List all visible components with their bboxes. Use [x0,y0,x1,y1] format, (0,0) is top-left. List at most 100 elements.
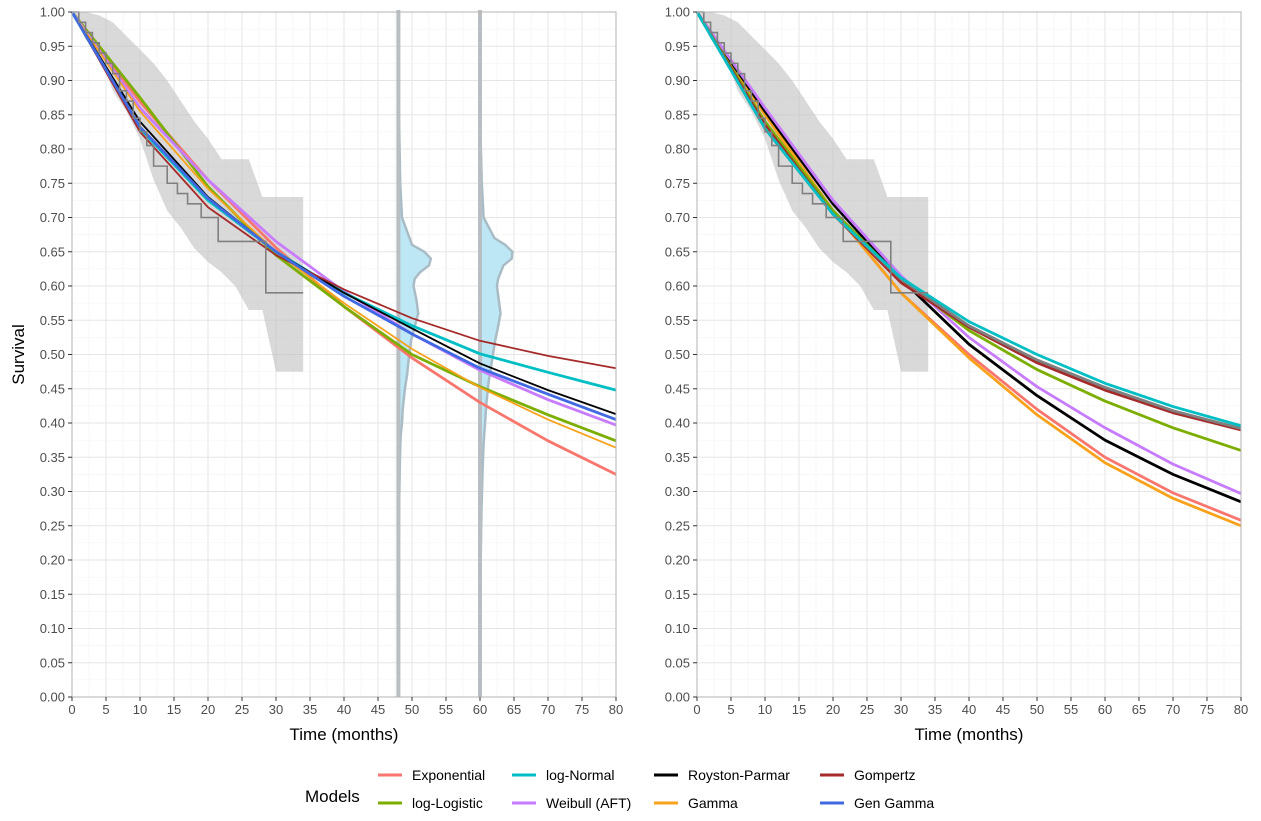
y-tick-label: 0.60 [40,279,65,294]
x-tick-label: 45 [996,702,1010,717]
y-tick-label: 0.40 [665,416,690,431]
legend-label: log-Normal [546,767,614,783]
series-gamma [695,11,1242,528]
y-tick-label: 0.85 [665,107,690,122]
kaplan-meier-step [72,11,304,294]
y-tick-label: 0.05 [665,655,690,670]
left-panel: 0 5 10 15 20 25 30 35 40 45 50 55 60 65 70 75 80 0.00 0.05… [9,5,623,745]
y-tick-label: 0.70 [40,210,65,225]
right-panel: 0 5 10 15 20 25 30 35 40 45 50 55 60 65 70 75 80 0.00 0.05… [665,5,1249,745]
legend-item-log-normal: log-Normal [512,767,614,783]
x-tick-label: 20 [826,702,840,717]
x-tick-label: 30 [269,702,283,717]
x-tick-label: 30 [894,702,908,717]
legend-item-royston-parmar: Royston-Parmar [654,767,790,783]
legend-label: Gen Gamma [854,795,934,811]
y-tick-label: 0.25 [665,518,690,533]
y-tick-label: 0.20 [665,553,690,568]
y-tick-label: 0.20 [40,553,65,568]
x-tick-label: 50 [405,702,419,717]
x-tick-label: 0 [693,702,700,717]
kaplan-meier-step [697,11,929,294]
legend-label: Exponential [412,767,485,783]
legend-label: Weibull (AFT) [546,795,631,811]
y-tick-label: 0.55 [665,313,690,328]
y-tick-label: 0.15 [40,587,65,602]
x-tick-label: 80 [1234,702,1248,717]
y-tick-label: 0.30 [40,484,65,499]
x-tick-label: 0 [68,702,75,717]
model-curves [695,11,1242,528]
x-tick-label: 5 [102,702,109,717]
legend-item-exponential: Exponential [378,767,485,783]
x-tick-label: 15 [167,702,181,717]
y-tick-label: 0.75 [665,176,690,191]
series-royston-parmar [71,11,617,415]
y-tick-label: 0.80 [665,142,690,157]
x-tick-label: 80 [609,702,623,717]
y-tick-label: 0.90 [40,73,65,88]
legend-item-log-logistic: log-Logistic [378,795,483,811]
legend-item-weibull-aft: Weibull (AFT) [512,795,631,811]
legend-label: Gompertz [854,767,915,783]
y-tick-label: 0.90 [665,73,690,88]
y-tick-label: 0.00 [665,690,690,705]
legend-item-gen-gamma: Gen Gamma [820,795,934,811]
density-distribution [397,120,433,629]
x-tick-label: 40 [337,702,351,717]
y-tick-label: 0.50 [40,347,65,362]
x-tick-label: 75 [575,702,589,717]
y-tick-label: 0.10 [40,621,65,636]
x-tick-label: 55 [439,702,453,717]
y-tick-label: 0.35 [40,450,65,465]
x-axis-title: Time (months) [915,725,1024,744]
y-tick-label: 0.45 [40,381,65,396]
density-distribution [478,140,514,629]
x-tick-label: 70 [541,702,555,717]
y-tick-label: 0.60 [665,279,690,294]
x-tick-label: 25 [235,702,249,717]
y-tick-label: 0.50 [665,347,690,362]
y-tick-label: 0.10 [665,621,690,636]
y-tick-label: 0.25 [40,518,65,533]
series-weibull-aft [695,11,1242,495]
y-tick-label: 0.30 [665,484,690,499]
x-tick-label: 55 [1064,702,1078,717]
y-tick-label: 0.55 [40,313,65,328]
y-tick-label: 0.45 [665,381,690,396]
y-tick-label: 1.00 [40,5,65,20]
series-royston-parmar [695,11,1242,504]
y-tick-label: 0.75 [40,176,65,191]
x-tick-label: 60 [473,702,487,717]
series-log-logistic [695,11,1242,452]
x-tick-label: 35 [303,702,317,717]
confidence-band [697,12,929,372]
x-tick-label: 10 [758,702,772,717]
series-log-normal [695,11,1242,428]
y-tick-label: 1.00 [665,5,690,20]
y-tick-label: 0.65 [40,244,65,259]
x-tick-label: 25 [860,702,874,717]
x-tick-label: 40 [962,702,976,717]
x-tick-label: 10 [133,702,147,717]
y-tick-label: 0.65 [665,244,690,259]
series-gompertz [71,11,617,370]
legend-item-gompertz: Gompertz [820,767,915,783]
y-tick-label: 0.70 [665,210,690,225]
x-tick-label: 60 [1098,702,1112,717]
model-curves [70,11,617,476]
legend-label: log-Logistic [412,795,483,811]
y-tick-label: 0.40 [40,416,65,431]
y-tick-label: 0.35 [665,450,690,465]
x-tick-label: 20 [201,702,215,717]
series-gamma [71,11,617,449]
y-tick-label: 0.95 [665,39,690,54]
x-tick-label: 50 [1030,702,1044,717]
legend-label: Gamma [688,795,738,811]
x-tick-label: 45 [371,702,385,717]
y-tick-label: 0.00 [40,690,65,705]
legend: Models Exponential log-Normal Royston-Parma… [305,767,934,811]
y-axis-title: Survival [9,324,28,384]
x-tick-label: 75 [1200,702,1214,717]
